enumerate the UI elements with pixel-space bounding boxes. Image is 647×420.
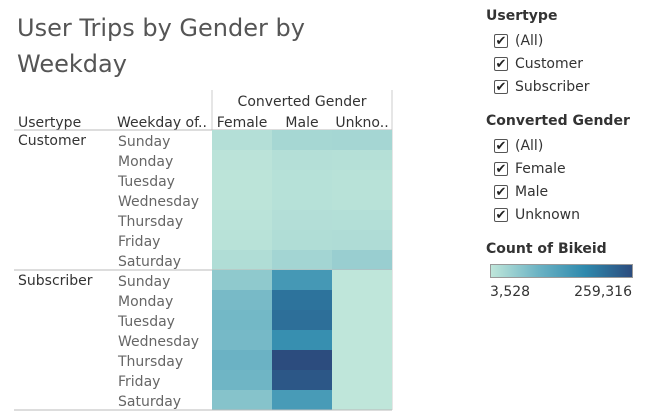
heatmap-cell	[332, 370, 392, 390]
heatmap-cell	[212, 150, 272, 170]
gender-filter-item[interactable]: ✔ Male	[494, 181, 548, 203]
checkbox-icon[interactable]: ✔	[494, 33, 508, 49]
heatmap-cell	[212, 170, 272, 190]
heatmap-cell	[332, 150, 392, 170]
gender-filter-title: Converted Gender	[486, 113, 630, 129]
usertype-filter-label: Subscriber	[515, 79, 590, 95]
heatmap-cell	[272, 330, 332, 350]
color-legend-max: 259,316	[574, 284, 632, 300]
weekday-label: Thursday	[117, 214, 183, 230]
color-legend-title: Count of Bikeid	[486, 241, 607, 257]
heatmap-cell	[212, 330, 272, 350]
gender-filter-item[interactable]: ✔ (All)	[494, 135, 543, 157]
usertype-label: Subscriber	[18, 273, 93, 289]
heatmap-chart: Converted Gender Usertype Weekday of.. Fema…	[14, 90, 393, 411]
weekday-label: Tuesday	[117, 314, 175, 330]
heatmap-cell	[332, 270, 392, 290]
heatmap-cell	[272, 290, 332, 310]
usertype-filter-item[interactable]: ✔ Customer	[494, 53, 583, 75]
gender-filter-label: (All)	[515, 138, 544, 154]
weekday-label: Monday	[118, 294, 173, 310]
heatmap-cell	[272, 350, 332, 370]
heatmap-cell	[272, 310, 332, 330]
heatmap-cell	[212, 370, 272, 390]
heatmap-cell	[272, 230, 332, 250]
column-header: Unkno..	[335, 115, 388, 131]
usertype-label: Customer	[18, 133, 86, 149]
heatmap-cell	[332, 250, 392, 270]
heatmap-cell	[212, 230, 272, 250]
color-gradient-bar	[490, 264, 633, 278]
heatmap-cell	[332, 190, 392, 210]
color-legend-min: 3,528	[490, 284, 531, 300]
heatmap-cell	[212, 290, 272, 310]
gender-filter-label: Female	[515, 161, 566, 177]
checkbox-icon[interactable]: ✔	[494, 79, 508, 95]
heatmap-cell	[272, 190, 332, 210]
heatmap-cell	[332, 350, 392, 370]
column-header: Male	[285, 115, 318, 131]
weekday-label: Thursday	[117, 354, 183, 370]
usertype-filter-label: (All)	[515, 33, 544, 49]
gender-filter-label: Male	[515, 184, 549, 200]
heatmap-cell	[272, 370, 332, 390]
heatmap-cell	[272, 250, 332, 270]
usertype-filter-title: Usertype	[486, 8, 558, 24]
checkbox-icon[interactable]: ✔	[494, 161, 508, 177]
weekday-label: Tuesday	[117, 174, 175, 190]
gender-filter-label: Unknown	[515, 207, 580, 223]
column-header: Female	[217, 115, 268, 131]
heatmap-cell	[332, 310, 392, 330]
heatmap-cell	[212, 390, 272, 410]
usertype-filter-item[interactable]: ✔ Subscriber	[494, 76, 590, 98]
weekday-label: Sunday	[118, 274, 170, 290]
heatmap-cell	[272, 170, 332, 190]
heatmap-cell	[332, 170, 392, 190]
heatmap-cell	[332, 230, 392, 250]
heatmap-cell	[212, 350, 272, 370]
heatmap-cell	[332, 330, 392, 350]
heatmap-cell	[332, 210, 392, 230]
heatmap-cell	[332, 390, 392, 410]
checkbox-icon[interactable]: ✔	[494, 184, 508, 200]
heatmap-cell	[272, 130, 332, 150]
gender-filter-item[interactable]: ✔ Female	[494, 158, 566, 180]
gender-filter-item[interactable]: ✔ Unknown	[494, 204, 580, 226]
heatmap-cell	[272, 270, 332, 290]
heatmap-cell	[212, 190, 272, 210]
row-header-usertype: Usertype	[18, 115, 81, 131]
weekday-label: Wednesday	[118, 334, 199, 350]
usertype-filter-label: Customer	[515, 56, 584, 72]
checkbox-icon[interactable]: ✔	[494, 207, 508, 223]
weekday-label: Monday	[118, 154, 173, 170]
column-group-header: Converted Gender	[238, 94, 367, 110]
row-header-weekday: Weekday of..	[117, 115, 207, 131]
chart-title: User Trips by Gender by Weekday	[17, 14, 305, 78]
heatmap-cell	[332, 290, 392, 310]
weekday-label: Friday	[118, 234, 160, 250]
heatmap-cell	[272, 210, 332, 230]
weekday-label: Wednesday	[118, 194, 199, 210]
heatmap-cell	[212, 270, 272, 290]
heatmap-cell	[332, 130, 392, 150]
weekday-label: Sunday	[118, 134, 170, 150]
weekday-label: Saturday	[118, 254, 181, 270]
usertype-filter-item[interactable]: ✔ (All)	[494, 30, 543, 52]
heatmap-cell	[272, 150, 332, 170]
checkbox-icon[interactable]: ✔	[494, 56, 508, 72]
heatmap-cell	[212, 310, 272, 330]
checkbox-icon[interactable]: ✔	[494, 138, 508, 154]
heatmap-cell	[212, 250, 272, 270]
heatmap-cell	[272, 390, 332, 410]
weekday-label: Friday	[118, 374, 160, 390]
heatmap-cell	[212, 130, 272, 150]
heatmap-cell	[212, 210, 272, 230]
weekday-label: Saturday	[118, 394, 181, 410]
